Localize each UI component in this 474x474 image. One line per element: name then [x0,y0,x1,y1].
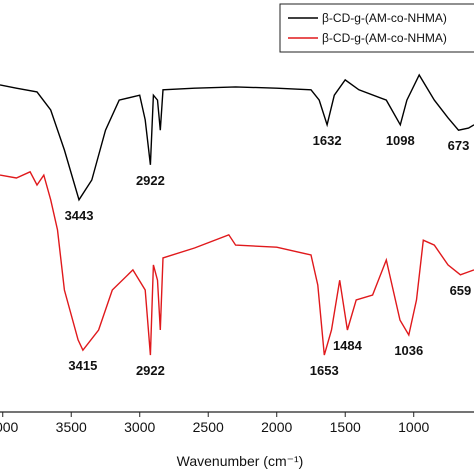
legend-box [279,3,474,53]
peak-label: 3415 [68,358,97,373]
peak-label: 1484 [333,338,363,353]
x-tick-label: 1500 [330,419,361,435]
x-tick-label: 3500 [56,419,87,435]
spectrum-line [0,170,474,356]
peak-label: 1098 [386,133,415,148]
peak-label: 659 [450,283,472,298]
peak-label: 3443 [65,208,94,223]
legend-label: β-CD-g-(AM-co-NHMA) [322,11,447,25]
spectrum-line [0,73,474,202]
legend-label: β-CD-g-(AM-co-NHMA) [322,31,447,45]
peak-label: 1653 [310,363,339,378]
x-tick-label: 2000 [261,419,292,435]
x-tick-label: 2500 [193,419,224,435]
peak-label: 2922 [136,173,165,188]
x-tick-label: 1000 [398,419,429,435]
x-tick-label: 4000 [0,419,19,435]
peak-label: 1036 [394,343,423,358]
peak-label: 1632 [313,133,342,148]
peak-label: 673 [448,138,470,153]
x-axis-title: Wavenumber (cm⁻¹) [177,453,304,469]
peak-label: 2922 [136,363,165,378]
x-tick-label: 3000 [124,419,155,435]
